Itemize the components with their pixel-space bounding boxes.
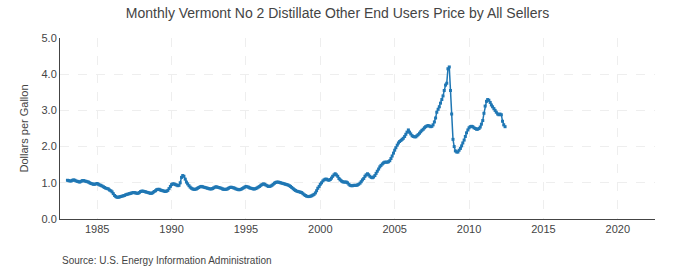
svg-text:0.0: 0.0 (42, 213, 57, 225)
svg-text:2015: 2015 (531, 223, 555, 235)
svg-text:1.0: 1.0 (42, 177, 57, 189)
svg-text:2.0: 2.0 (42, 140, 57, 152)
svg-text:2020: 2020 (606, 223, 630, 235)
svg-text:1995: 1995 (234, 223, 258, 235)
svg-text:1990: 1990 (159, 223, 183, 235)
svg-text:1985: 1985 (85, 223, 109, 235)
svg-text:2005: 2005 (382, 223, 406, 235)
svg-text:5.0: 5.0 (42, 32, 57, 44)
svg-text:2010: 2010 (457, 223, 481, 235)
svg-text:3.0: 3.0 (42, 104, 57, 116)
svg-text:2000: 2000 (308, 223, 332, 235)
svg-text:4.0: 4.0 (42, 68, 57, 80)
svg-text:Monthly Vermont No 2 Distillat: Monthly Vermont No 2 Distillate Other En… (126, 5, 549, 21)
svg-text:Dollars per Gallon: Dollars per Gallon (18, 84, 30, 172)
svg-text:Source: U.S. Energy Informatio: Source: U.S. Energy Information Administ… (62, 255, 272, 266)
